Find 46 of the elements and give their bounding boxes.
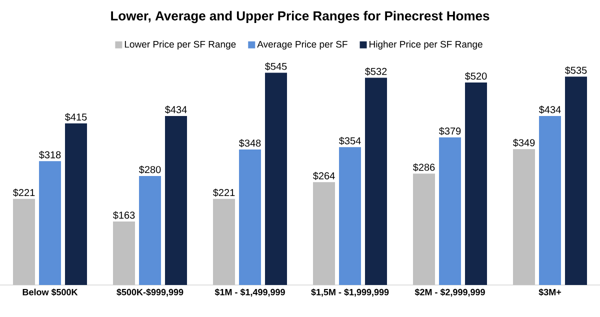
- bar: [39, 161, 62, 285]
- data-label: $286: [412, 163, 435, 172]
- bar: [565, 76, 588, 285]
- bar: [365, 78, 387, 285]
- data-label: $280: [138, 166, 161, 174]
- x-tick-label: $1,5M - $1,999,999: [311, 288, 389, 297]
- data-label: $520: [464, 72, 487, 80]
- data-label: $221: [212, 188, 235, 197]
- bar: [339, 147, 362, 285]
- bar: [513, 149, 536, 285]
- x-tick-label: $2M - $2,999,999: [414, 288, 485, 297]
- bar: [239, 149, 261, 285]
- x-tick-label: $1M - $1,499,999: [214, 288, 285, 297]
- bar: [465, 82, 488, 285]
- data-label: $379: [438, 127, 461, 136]
- x-tick-label: $500K-$999,999: [116, 288, 184, 297]
- data-label: $221: [12, 188, 35, 197]
- data-label: $532: [364, 68, 387, 76]
- legend-label: Lower Price per SF Range: [124, 40, 236, 50]
- bar: [165, 116, 188, 285]
- bar: [13, 198, 36, 285]
- data-label: $318: [38, 150, 61, 159]
- data-label: $415: [64, 113, 87, 122]
- bar: [213, 198, 236, 285]
- legend-label: Higher Price per SF Range: [370, 40, 482, 50]
- legend-label: Average Price per SF: [257, 40, 348, 50]
- chart-title: Lower, Average and Upper Price Ranges for Pinecrest Homes: [111, 10, 490, 24]
- data-label: $354: [338, 136, 361, 145]
- bar: [439, 137, 462, 285]
- data-label: $434: [164, 106, 187, 114]
- bar: [139, 176, 162, 285]
- data-label: $264: [312, 172, 335, 180]
- bar: [413, 174, 435, 285]
- data-label: $348: [238, 139, 261, 148]
- bar: [265, 72, 287, 285]
- bar: [113, 222, 135, 285]
- data-label: $434: [538, 106, 561, 114]
- bar: [65, 123, 88, 285]
- data-label: $535: [564, 66, 587, 74]
- data-label: $349: [512, 138, 535, 147]
- x-tick-label: $3M+: [538, 288, 562, 296]
- x-tick-label: Below $500K: [22, 288, 78, 296]
- bar: [539, 116, 561, 285]
- bar: [313, 182, 336, 285]
- data-label: $163: [112, 211, 135, 220]
- data-label: $545: [264, 62, 287, 71]
